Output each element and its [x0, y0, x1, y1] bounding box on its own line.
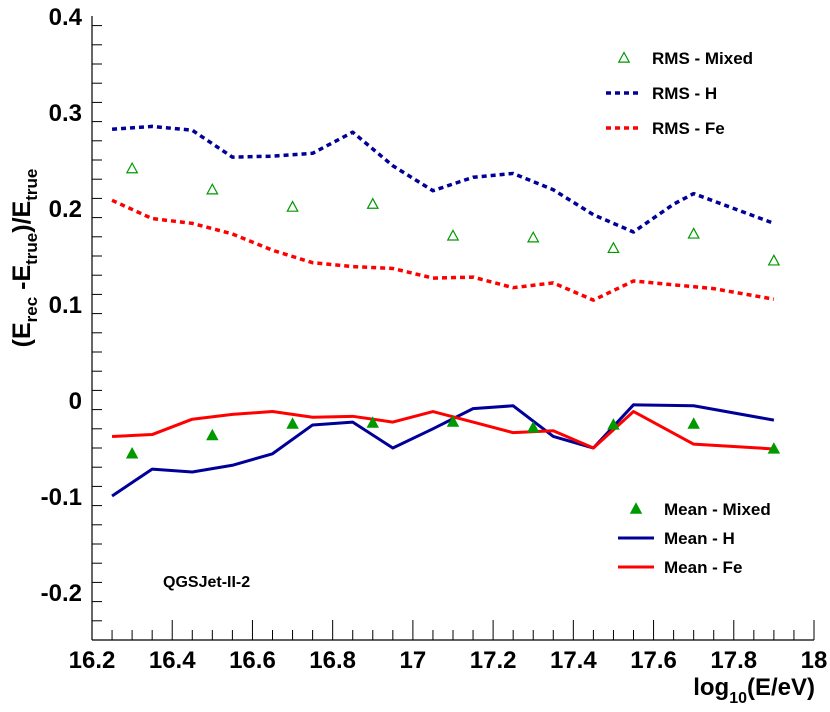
x-tick-label: 16.6 — [229, 647, 276, 674]
legend-label-mean-fe: Mean - Fe — [664, 558, 742, 577]
series-mean-h — [111, 403, 775, 498]
point-rms-mixed — [366, 197, 380, 209]
point-rms-mixed — [607, 241, 620, 254]
x-axis-title: log10(E/eV) — [693, 674, 815, 707]
legend-label-rms-h: RMS - H — [652, 84, 717, 103]
x-tick-label: 16.4 — [149, 647, 196, 674]
x-tick-label: 16.2 — [69, 647, 116, 674]
point-mean-mixed — [607, 418, 620, 430]
point-rms-mixed — [687, 227, 700, 239]
y-tick-label: 0.3 — [49, 100, 82, 127]
model-annotation: QGSJet-II-2 — [163, 574, 250, 591]
point-mean-mixed — [687, 417, 700, 429]
point-rms-mixed — [206, 183, 219, 195]
x-tick-label: 16.8 — [309, 647, 356, 674]
point-mean-mixed — [206, 428, 219, 441]
point-mean-mixed — [125, 447, 139, 459]
legend-swatch-rms-mixed — [617, 51, 631, 63]
legend-label-rms-fe: RMS - Fe — [652, 119, 725, 138]
point-rms-mixed — [526, 231, 540, 243]
y-tick-label: -0.1 — [41, 484, 82, 511]
y-tick-label: 0.2 — [49, 196, 82, 223]
y-axis-title: (Erec -Etrue)/Etrue — [8, 169, 41, 348]
point-mean-mixed — [366, 416, 380, 428]
legend-label-rms-mixed: RMS - Mixed — [652, 49, 753, 68]
point-mean-mixed — [286, 417, 299, 429]
x-tick-label: 17.8 — [710, 647, 757, 674]
point-mean-mixed — [767, 442, 781, 454]
series-rms-h — [111, 124, 775, 234]
y-tick-label: 0.4 — [49, 4, 83, 31]
legend-label-mean-mixed: Mean - Mixed — [664, 500, 771, 519]
x-tick-label: 17.6 — [630, 647, 677, 674]
x-tick-label: 18 — [801, 647, 828, 674]
y-tick-label: 0 — [69, 388, 82, 415]
legend-label-mean-h: Mean - H — [664, 529, 735, 548]
legend-swatch-mean-mixed — [629, 502, 643, 514]
point-rms-mixed — [446, 229, 460, 241]
point-rms-mixed — [125, 161, 139, 174]
point-rms-mixed — [286, 200, 299, 212]
x-tick-label: 17.4 — [550, 647, 597, 674]
x-tick-label: 17 — [400, 647, 427, 674]
point-rms-mixed — [767, 254, 781, 266]
y-tick-label: 0.1 — [49, 292, 82, 319]
point-mean-mixed — [446, 415, 460, 427]
y-tick-label: -0.2 — [41, 580, 82, 607]
series-mean-fe — [111, 410, 774, 451]
x-tick-label: 17.2 — [470, 647, 517, 674]
point-mean-mixed — [526, 421, 540, 433]
series-rms-fe — [111, 198, 775, 302]
